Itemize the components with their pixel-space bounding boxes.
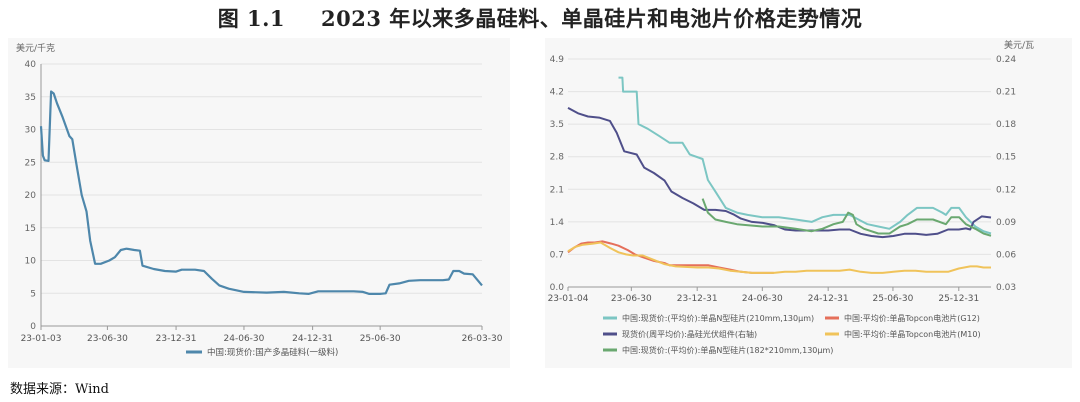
y-tick-label: 5: [30, 289, 36, 299]
x-tick-label: 23-01-04: [548, 294, 589, 304]
series-line-1: [618, 76, 992, 235]
y-tick-label: 30: [25, 126, 37, 136]
right-y-tick-label: 0.03: [996, 283, 1016, 293]
y-axis-unit-label: 美元/千克: [16, 42, 55, 54]
right-y-tick-label: 0.21: [996, 88, 1016, 98]
x-tick-label: 23-12-31: [156, 334, 197, 344]
left-y-tick-label: 4.9: [550, 55, 565, 65]
figure-title-text: 2023 年以来多晶硅料、单晶硅片和电池片价格走势情况: [321, 6, 863, 31]
right-axis-unit-label: 美元/瓦: [1004, 39, 1034, 51]
right-y-tick-label: 0.12: [996, 185, 1016, 195]
x-tick-label: 24-06-30: [742, 294, 783, 304]
right-y-tick-label: 0.09: [996, 218, 1016, 228]
x-tick-label: 24-12-31: [808, 294, 849, 304]
left-y-tick-label: 2.8: [550, 153, 565, 163]
y-tick-label: 10: [25, 257, 37, 267]
x-tick-label: 23-01-03: [21, 334, 62, 344]
series-line-2: [567, 240, 774, 274]
right-chart-panel: 美元/瓦 0.0 0.03 0.7 0.06 1.4 0.09 2.1 0.12 2.8 0.15 3…: [545, 38, 1072, 368]
right-y-tick-label: 0.15: [996, 153, 1016, 163]
x-tick-label: 23-06-30: [611, 294, 652, 304]
legend-label-4: 中国:平均价:单晶Topcon电池片(M10): [844, 329, 981, 339]
legend-label-3: 现货价(周平均价):晶硅光伏组件(右轴): [622, 329, 757, 339]
y-tick-label: 20: [25, 191, 37, 201]
y-tick-label: 15: [25, 224, 36, 234]
legend-label: 中国:现货价:国产多晶硅料(一级料): [207, 347, 338, 358]
y-tick-label: 25: [25, 158, 36, 168]
right-y-tick-label: 0.18: [996, 120, 1016, 130]
y-tick-label: 0: [30, 322, 36, 332]
left-y-tick-label: 0.7: [550, 250, 564, 260]
x-tick-label: 25-06-30: [360, 334, 401, 344]
left-y-tick-label: 4.2: [550, 88, 564, 98]
left-y-tick-label: 0.0: [550, 283, 565, 293]
x-tick-label: 23-06-30: [87, 334, 128, 344]
x-tick-label: 24-06-30: [224, 334, 265, 344]
series-line-4: [567, 241, 991, 274]
left-chart-panel: 美元/千克 0 5 10 15 20 25 30 35 40 23-01-03 23-06-30 23-…: [8, 38, 510, 368]
x-tick-label: 23-12-31: [677, 294, 718, 304]
right-y-tick-label: 0.06: [996, 250, 1016, 260]
y-tick-label: 35: [25, 93, 36, 103]
right-y-tick-label: 0.24: [996, 55, 1016, 65]
x-tick-label: 25-06-30: [873, 294, 914, 304]
series-line-polysilicon: [39, 90, 483, 295]
x-tick-label: 25-12-31: [938, 294, 979, 304]
y-tick-label: 40: [25, 60, 37, 70]
left-y-tick-label: 3.5: [550, 120, 564, 130]
left-y-tick-label: 1.4: [550, 218, 565, 228]
left-y-tick-label: 2.1: [550, 185, 564, 195]
series-line-5: [701, 198, 992, 237]
legend-label-2: 中国:平均价:单晶Topcon电池片(G12): [844, 313, 980, 323]
data-source-note: 数据来源：Wind: [10, 382, 109, 397]
x-tick-label: 24-12-31: [292, 334, 333, 344]
legend-label-5: 中国:现货价:(平均价):单晶N型硅片(182*210mm,130μm): [622, 345, 833, 355]
figure-title: 图 1.1 2023 年以来多晶硅料、单晶硅片和电池片价格走势情况: [0, 2, 1080, 36]
legend-label-1: 中国:现货价:(平均价):单晶N型硅片(210mm,130μm): [622, 313, 814, 323]
wafer-cell-module-price-chart: 美元/瓦 0.0 0.03 0.7 0.06 1.4 0.09 2.1 0.12 2.8 0.15 3…: [548, 39, 1034, 355]
x-tick-label: 26-03-30: [462, 334, 503, 344]
polysilicon-price-chart: 美元/千克 0 5 10 15 20 25 30 35 40 23-01-03 23-06-30 23-…: [16, 42, 503, 358]
figure-number: 图 1.1: [217, 6, 286, 31]
